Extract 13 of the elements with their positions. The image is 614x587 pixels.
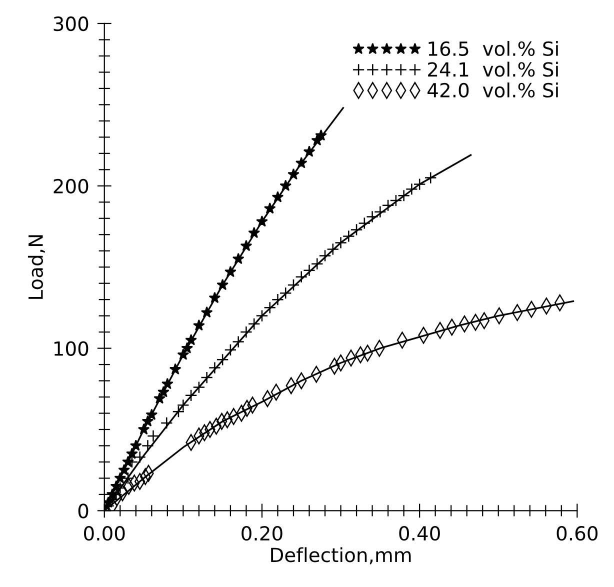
y-tick-label: 0 bbox=[78, 504, 88, 518]
legend-label: 24.1 vol.% Si bbox=[428, 62, 558, 77]
legend-label: 16.5 vol.% Si bbox=[428, 40, 558, 56]
y-axis-title: Load,N bbox=[28, 235, 45, 299]
x-tick-label: 0.40 bbox=[399, 526, 440, 541]
legend-label: 42.0 vol.% Si bbox=[428, 82, 558, 98]
y-tick-label: 100 bbox=[54, 341, 88, 356]
x-tick-label: 0.20 bbox=[242, 526, 282, 541]
x-tick-label: 0.00 bbox=[84, 526, 125, 541]
y-tick-label: 200 bbox=[54, 178, 88, 194]
x-tick-label: 0.60 bbox=[556, 526, 598, 541]
x-axis-title: Deflection,mm bbox=[271, 547, 411, 564]
y-tick-label: 300 bbox=[54, 16, 88, 32]
